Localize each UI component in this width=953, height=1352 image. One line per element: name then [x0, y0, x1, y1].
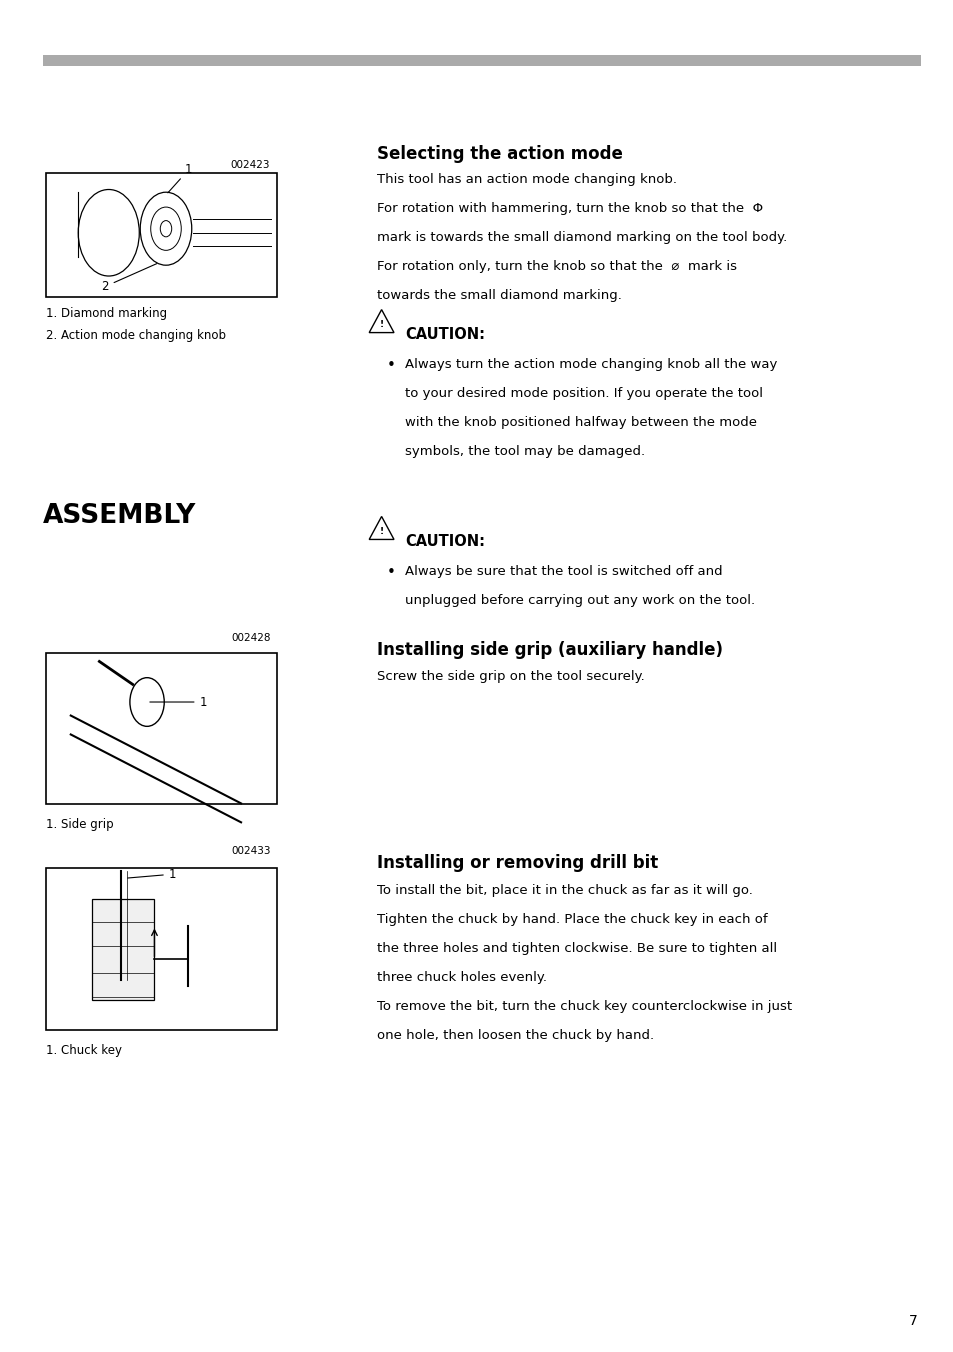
Text: CAUTION:: CAUTION: — [405, 534, 485, 549]
Text: 7: 7 — [908, 1314, 917, 1328]
Text: Always turn the action mode changing knob all the way: Always turn the action mode changing kno… — [405, 358, 777, 372]
Text: !: ! — [379, 320, 383, 329]
Text: unplugged before carrying out any work on the tool.: unplugged before carrying out any work o… — [405, 595, 755, 607]
Text: the three holes and tighten clockwise. Be sure to tighten all: the three holes and tighten clockwise. B… — [376, 942, 776, 955]
Text: To install the bit, place it in the chuck as far as it will go.: To install the bit, place it in the chuc… — [376, 884, 752, 896]
Text: !: ! — [379, 527, 383, 535]
Text: Installing side grip (auxiliary handle): Installing side grip (auxiliary handle) — [376, 641, 722, 658]
Text: To remove the bit, turn the chuck key counterclockwise in just: To remove the bit, turn the chuck key co… — [376, 1000, 791, 1013]
Text: with the knob positioned halfway between the mode: with the knob positioned halfway between… — [405, 416, 757, 430]
Text: 1: 1 — [128, 868, 176, 880]
Text: Screw the side grip on the tool securely.: Screw the side grip on the tool securely… — [376, 669, 644, 683]
Bar — [92, 899, 154, 1000]
Text: to your desired mode position. If you operate the tool: to your desired mode position. If you op… — [405, 387, 762, 400]
Text: Installing or removing drill bit: Installing or removing drill bit — [376, 854, 658, 872]
Text: 1. Diamond marking: 1. Diamond marking — [46, 307, 167, 320]
Text: Selecting the action mode: Selecting the action mode — [376, 145, 622, 162]
Text: 002433: 002433 — [232, 846, 271, 856]
Text: mark is towards the small diamond marking on the tool body.: mark is towards the small diamond markin… — [376, 231, 786, 245]
Text: •: • — [386, 358, 395, 373]
Text: •: • — [386, 565, 395, 580]
Text: towards the small diamond marking.: towards the small diamond marking. — [376, 289, 621, 303]
Text: symbols, the tool may be damaged.: symbols, the tool may be damaged. — [405, 446, 645, 458]
Text: three chuck holes evenly.: three chuck holes evenly. — [376, 971, 546, 984]
Text: This tool has an action mode changing knob.: This tool has an action mode changing kn… — [376, 173, 676, 187]
Text: CAUTION:: CAUTION: — [405, 327, 485, 342]
Text: 002428: 002428 — [232, 633, 271, 642]
Bar — [46, 868, 276, 1030]
Bar — [46, 653, 276, 804]
Text: For rotation only, turn the knob so that the  ⌀  mark is: For rotation only, turn the knob so that… — [376, 260, 736, 273]
Bar — [43, 55, 920, 66]
Text: ASSEMBLY: ASSEMBLY — [43, 503, 196, 529]
Text: 1. Chuck key: 1. Chuck key — [46, 1044, 122, 1057]
Text: 1: 1 — [150, 695, 207, 708]
Text: 002423: 002423 — [231, 160, 270, 169]
Text: Always be sure that the tool is switched off and: Always be sure that the tool is switched… — [405, 565, 722, 579]
Text: Tighten the chuck by hand. Place the chuck key in each of: Tighten the chuck by hand. Place the chu… — [376, 913, 766, 926]
Text: 2: 2 — [101, 264, 156, 293]
Text: 1: 1 — [168, 164, 193, 193]
Text: For rotation with hammering, turn the knob so that the  Φ: For rotation with hammering, turn the kn… — [376, 203, 762, 215]
Bar — [46, 173, 276, 297]
Text: 1. Side grip: 1. Side grip — [46, 818, 113, 831]
Text: 2. Action mode changing knob: 2. Action mode changing knob — [46, 329, 226, 342]
Text: one hole, then loosen the chuck by hand.: one hole, then loosen the chuck by hand. — [376, 1029, 653, 1042]
